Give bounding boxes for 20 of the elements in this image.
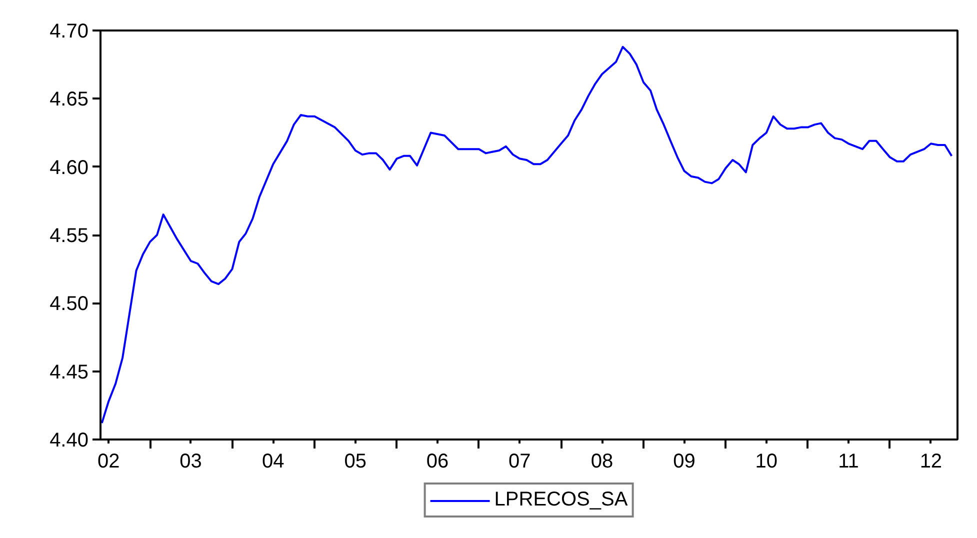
x-tick-label: 03 xyxy=(180,450,202,472)
y-tick-label: 4.45 xyxy=(50,361,89,384)
y-tick-label: 4.40 xyxy=(50,430,89,452)
legend-label: LPRECOS_SA xyxy=(494,488,628,512)
y-tick-label: 4.55 xyxy=(50,225,89,247)
line-series xyxy=(100,46,953,424)
x-tick-label: 02 xyxy=(97,450,120,472)
x-tick-label: 11 xyxy=(838,450,859,472)
x-tick-label: 09 xyxy=(673,450,696,472)
y-tick-label: 4.70 xyxy=(50,20,89,42)
x-tick-label: 04 xyxy=(262,450,284,472)
x-tick-label: 12 xyxy=(920,450,942,472)
x-tick-label: 05 xyxy=(344,450,366,472)
x-tick-label: 08 xyxy=(590,450,614,472)
y-tick-label: 4.60 xyxy=(50,156,89,179)
x-tick-label: 07 xyxy=(508,450,531,472)
x-tick-label: 06 xyxy=(426,450,449,472)
x-tick-label: 10 xyxy=(755,450,778,472)
y-tick-label: 4.50 xyxy=(50,293,89,316)
y-tick-label: 4.65 xyxy=(50,88,89,111)
